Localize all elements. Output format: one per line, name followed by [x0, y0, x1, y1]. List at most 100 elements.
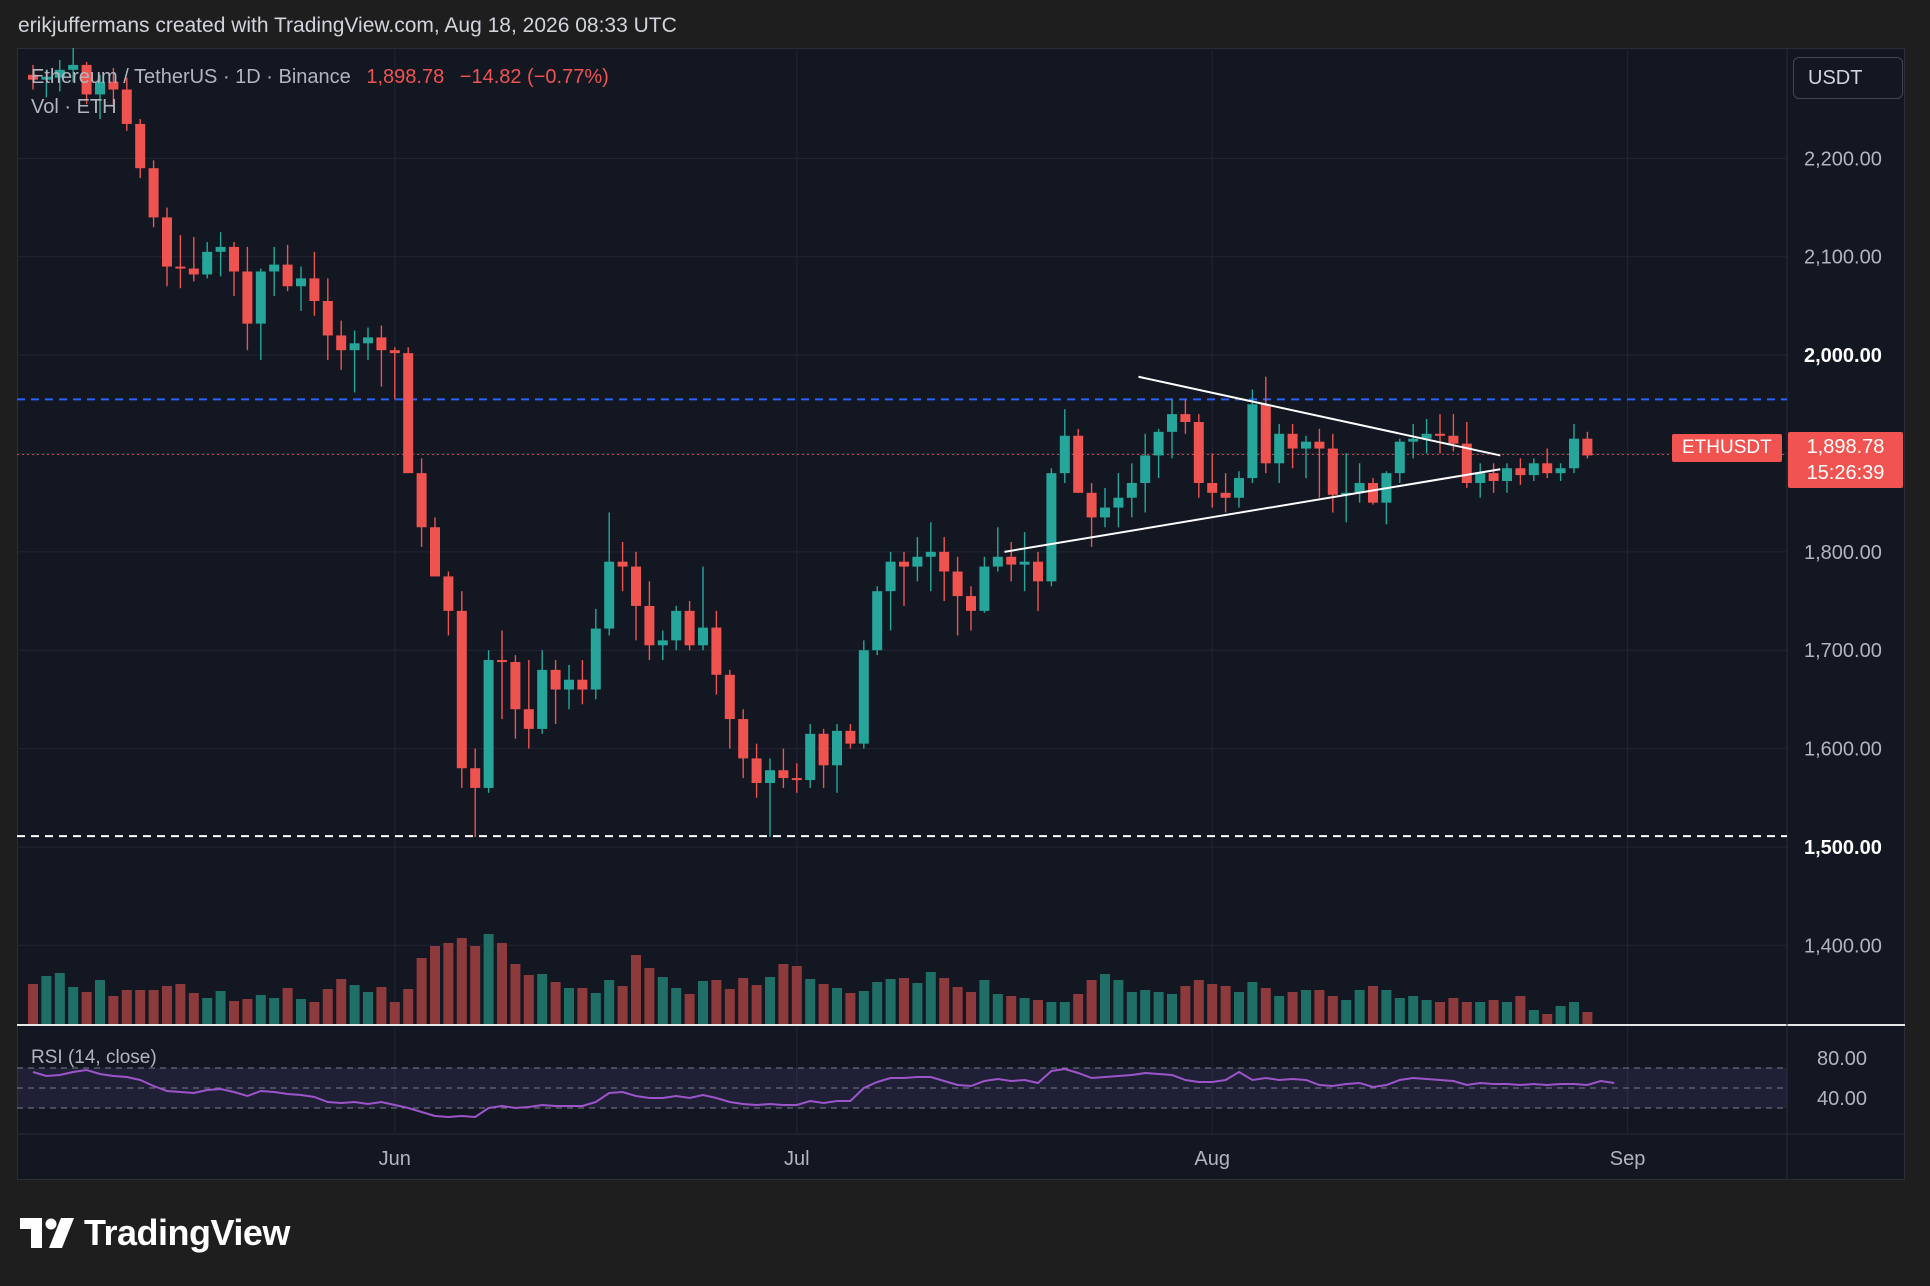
- currency-button[interactable]: USDT: [1793, 57, 1903, 99]
- candle-body: [1193, 421, 1204, 483]
- volume-bar: [979, 980, 990, 1024]
- price-axis-label: 1,600.00: [1804, 739, 1882, 761]
- candle-body: [1301, 441, 1311, 449]
- candle-body: [872, 591, 883, 651]
- candle-body: [912, 556, 923, 567]
- candle-body: [1140, 455, 1151, 483]
- volume-bar: [1555, 1006, 1566, 1024]
- volume-bar: [604, 980, 615, 1024]
- candle-body: [309, 278, 320, 301]
- candle-body: [698, 627, 708, 646]
- candle-body: [1033, 561, 1043, 582]
- volume-bar: [791, 966, 802, 1024]
- candle-body: [389, 350, 400, 354]
- rsi-axis-label: 80.00: [1817, 1048, 1867, 1070]
- volume-bar: [671, 988, 682, 1024]
- candle-body: [135, 123, 146, 169]
- time-axis-label: Jun: [379, 1148, 411, 1170]
- volume-bar: [430, 946, 440, 1024]
- volume-bar: [121, 990, 132, 1024]
- candle-body: [1502, 468, 1512, 482]
- volume-legend[interactable]: Vol · ETH: [31, 96, 117, 118]
- candle-body: [657, 640, 668, 646]
- volume-bar: [1247, 982, 1258, 1024]
- volume-bar: [1086, 980, 1097, 1024]
- price-axis-label: 1,700.00: [1804, 640, 1882, 662]
- rsi-legend[interactable]: RSI (14, close): [31, 1047, 157, 1068]
- candle-body: [1073, 435, 1084, 493]
- candle-body: [1421, 433, 1432, 439]
- candle-body: [1207, 482, 1218, 493]
- volume-bar: [872, 982, 883, 1024]
- candle-body: [1582, 438, 1593, 456]
- volume-bar: [1341, 1000, 1352, 1024]
- candle-body: [1274, 433, 1285, 464]
- volume-bar: [403, 989, 414, 1024]
- chart-canvas[interactable]: 1,400.00 1,500.00 1,600.00 1,700.00 1,800.00…: [17, 48, 1905, 1180]
- volume-bar: [1314, 990, 1325, 1024]
- candle-body: [81, 64, 92, 95]
- volume-bar: [1274, 996, 1285, 1024]
- triangle-trendline: [1138, 375, 1501, 457]
- price-axis-label: 1,500.00: [1804, 837, 1882, 859]
- candle-body: [470, 768, 481, 788]
- volume-bar: [135, 990, 146, 1024]
- volume-bar: [497, 943, 507, 1024]
- candle-body: [1475, 473, 1486, 483]
- volume-bar: [416, 958, 427, 1024]
- candle-body: [403, 353, 414, 474]
- candle-body: [899, 561, 909, 567]
- candle-body: [1488, 473, 1499, 482]
- volume-bar: [1140, 990, 1151, 1024]
- candle-body: [1327, 448, 1338, 495]
- candle-body: [671, 610, 682, 641]
- candle-body: [1247, 404, 1258, 479]
- volume-bar: [1073, 994, 1084, 1024]
- candle-body: [845, 730, 856, 744]
- candle-body: [1555, 468, 1566, 474]
- tradingview-logo[interactable]: TradingView: [20, 1212, 290, 1254]
- symbol-legend[interactable]: Ethereum / TetherUS · 1D · Binance 1,898…: [31, 66, 609, 89]
- candle-body: [175, 266, 186, 269]
- volume-bar: [537, 974, 548, 1024]
- candle-body: [95, 81, 105, 95]
- volume-bar: [1394, 998, 1405, 1024]
- volume-bar: [1046, 1002, 1057, 1024]
- candle-body: [1153, 431, 1164, 456]
- volume-bar: [28, 984, 38, 1024]
- volume-bar: [1354, 990, 1365, 1024]
- candle-body: [939, 551, 950, 572]
- candle-body: [711, 627, 722, 675]
- bar-countdown: 15:26:39: [1806, 462, 1885, 484]
- candle-body: [992, 556, 1003, 567]
- volume-bar: [175, 984, 186, 1024]
- volume-bar: [81, 992, 92, 1024]
- volume-bar: [470, 946, 481, 1024]
- volume-bar: [738, 978, 749, 1024]
- candle-body: [202, 251, 213, 275]
- candle-body: [1569, 438, 1579, 469]
- candle-body: [550, 669, 561, 690]
- volume-bar: [456, 938, 467, 1024]
- candle-body: [644, 605, 655, 646]
- volume-bar: [510, 964, 521, 1024]
- volume-bar: [68, 987, 79, 1024]
- candle-body: [1408, 438, 1419, 442]
- rsi-line: [32, 1067, 1615, 1119]
- candle-body: [537, 669, 548, 729]
- volume-bar: [631, 955, 641, 1024]
- volume-bar: [845, 993, 856, 1024]
- candle-body: [684, 610, 695, 646]
- volume-bar: [269, 998, 280, 1024]
- volume-bar: [1234, 992, 1244, 1024]
- candle-body: [979, 566, 990, 611]
- volume-bar: [925, 972, 936, 1024]
- candle-body: [1019, 561, 1030, 565]
- candle-body: [1260, 404, 1271, 464]
- volume-bar: [724, 989, 735, 1024]
- candle-body: [1126, 482, 1137, 498]
- volume-bar: [992, 994, 1003, 1024]
- candle-body: [416, 473, 427, 528]
- candle-body: [215, 246, 226, 252]
